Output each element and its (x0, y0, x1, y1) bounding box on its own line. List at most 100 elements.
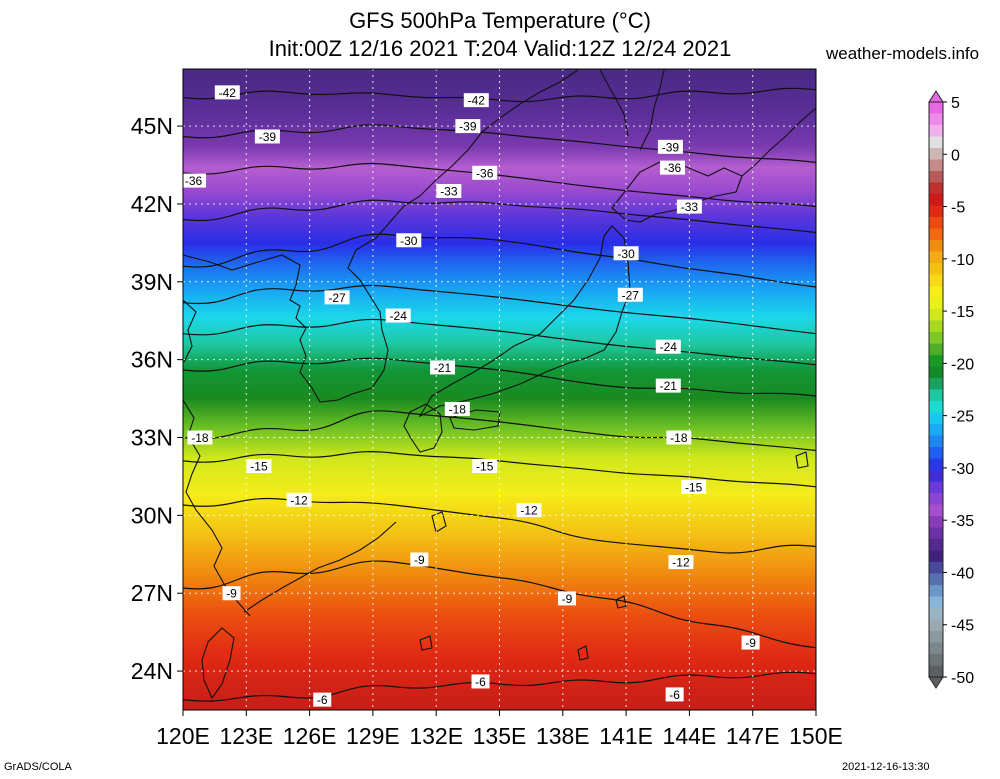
coastline-honshu (418, 225, 631, 418)
contour-label-box (430, 360, 456, 375)
contour-label-box (655, 378, 681, 393)
contour-label: -6 (665, 687, 684, 702)
colorbar-swatch (929, 470, 943, 483)
contour-label-text: -39 (259, 130, 277, 144)
colorbar-tick-label: -15 (951, 304, 974, 321)
colorbar-swatch (929, 458, 943, 471)
latitude-axis: 45N 42N 39N 36N 33N 30N 27N 24N (131, 113, 183, 684)
contour-label-text: -6 (475, 675, 486, 689)
colorbar-tick-label: -50 (951, 670, 974, 687)
colorbar-swatch (929, 654, 943, 667)
colorbar-swatch (929, 113, 943, 126)
contour-label-box (222, 586, 241, 601)
contour-label-box (455, 119, 481, 134)
colorbar-swatch (929, 182, 943, 195)
contour-label-box (436, 183, 462, 198)
contour-label: -15 (246, 459, 272, 474)
lon-tick-label: 144E (663, 723, 717, 749)
contour-label-text: -12 (520, 504, 538, 518)
colorbar-swatch (929, 435, 943, 448)
contour-label-text: -21 (660, 379, 678, 393)
colorbar-swatch (929, 286, 943, 299)
colorbar-swatch (929, 642, 943, 655)
contour-label: -24 (655, 339, 681, 354)
colorbar-swatch (929, 631, 943, 644)
lat-tick-label: 36N (131, 347, 173, 373)
contour-label: -15 (472, 459, 498, 474)
contour-label-text: -18 (191, 431, 209, 445)
colorbar-swatch (929, 125, 943, 138)
colorbar-swatch (929, 297, 943, 310)
contour-label-box (286, 492, 312, 507)
colorbar-swatch (929, 320, 943, 333)
contour-label-box (324, 290, 350, 305)
contour-label-text: -33 (681, 200, 699, 214)
colorbar-swatch (929, 665, 943, 678)
contour-label-box (472, 165, 498, 180)
contour-label-text: -6 (317, 693, 328, 707)
colorbar-swatch (929, 251, 943, 264)
contour-label: -9 (410, 552, 429, 567)
contour-label: -9 (222, 586, 241, 601)
contour-label-text: -36 (185, 174, 203, 188)
colorbar-swatch (929, 136, 943, 149)
colorbar-swatch (929, 366, 943, 379)
colorbar-swatch (929, 619, 943, 632)
contour-label: -6 (313, 692, 332, 707)
contour-label-box (655, 339, 681, 354)
colorbar-swatch (929, 205, 943, 218)
colorbar-swatch (929, 274, 943, 287)
lon-tick-label: 147E (726, 723, 780, 749)
contour-label: -18 (444, 401, 470, 416)
contour-label: -39 (657, 139, 683, 154)
coastline-sakhalin (639, 69, 665, 151)
contour-label: -18 (187, 430, 213, 445)
contour-label-box (183, 173, 207, 188)
site-name[interactable]: weather-models.info (826, 44, 980, 63)
lon-tick-label: 135E (473, 723, 527, 749)
colorbar-swatch (929, 343, 943, 356)
lon-tick-label: 141E (599, 723, 653, 749)
contour-label-text: -12 (672, 556, 690, 570)
contour-label: -30 (396, 233, 422, 248)
colorbar-swatch (929, 481, 943, 494)
isotherm--36 (183, 162, 816, 208)
contour-label-box (410, 552, 429, 567)
contour-label-box (313, 692, 332, 707)
colorbar-swatch (929, 504, 943, 517)
contour-label: -6 (471, 674, 490, 689)
contour-label-text: -9 (562, 592, 573, 606)
contour-label-box (741, 635, 760, 650)
colorbar-swatch (929, 401, 943, 414)
colorbar-swatch (929, 171, 943, 184)
contour-label: -12 (516, 503, 542, 518)
colorbar-swatch (929, 389, 943, 402)
coastline-hokkaido (611, 161, 743, 223)
isotherm--9 (183, 560, 816, 649)
lat-tick-label: 45N (131, 113, 173, 139)
colorbar: 5 0 -5 -10 -15 -20 -25 -30 -35 -40 -45 -50 (928, 90, 974, 689)
contour-label-box (516, 503, 542, 518)
contour-label-box (668, 555, 694, 570)
colorbar-swatch (929, 527, 943, 540)
contour-label-box (396, 233, 422, 248)
colorbar-tick-label: -45 (951, 618, 974, 635)
lat-tick-label: 42N (131, 191, 173, 217)
contour-label-text: -24 (660, 340, 678, 354)
isotherm--6 (183, 671, 816, 702)
isotherm--30 (183, 233, 816, 288)
contour-label-text: -18 (449, 402, 467, 416)
colorbar-tick-label: -30 (951, 461, 974, 478)
colorbar-swatch (929, 332, 943, 345)
contour-label-box (665, 687, 684, 702)
colorbar-bottom-arrow (928, 676, 944, 689)
contour-label: -12 (286, 492, 312, 507)
contour-label-box (676, 199, 702, 214)
coastlines (183, 69, 816, 700)
contour-label: -15 (681, 479, 707, 494)
colorbar-swatch (929, 573, 943, 586)
contour-label-box (657, 139, 683, 154)
colorbar-swatch (929, 539, 943, 552)
contour-label: -36 (472, 165, 498, 180)
